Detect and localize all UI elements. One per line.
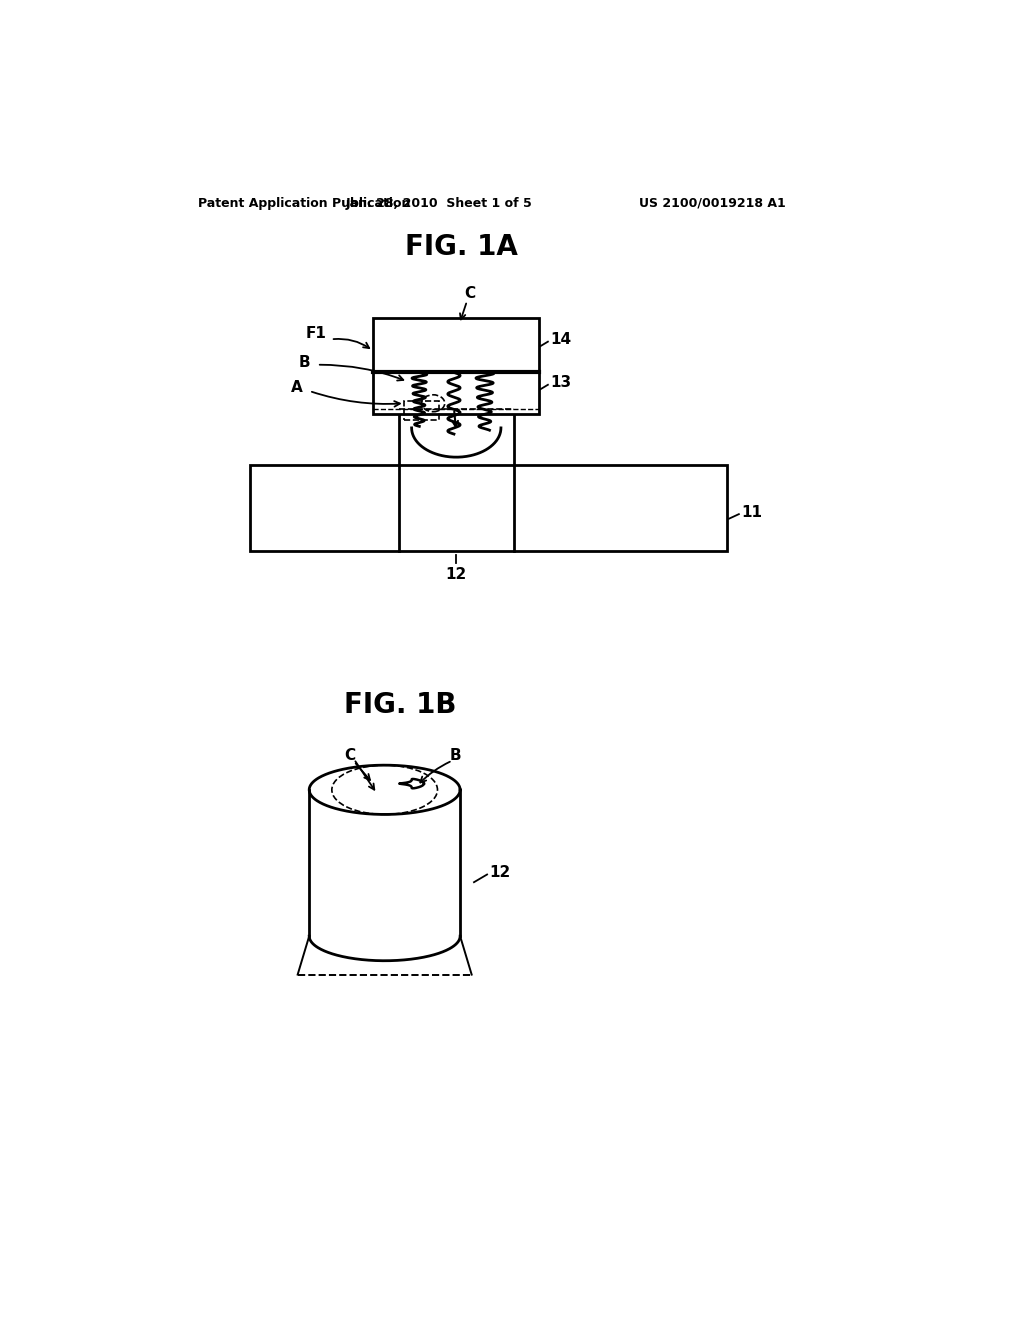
Text: Jan. 28, 2010  Sheet 1 of 5: Jan. 28, 2010 Sheet 1 of 5 (345, 197, 531, 210)
Text: FIG. 1B: FIG. 1B (344, 692, 457, 719)
Text: 12: 12 (489, 866, 511, 880)
Text: F1: F1 (306, 326, 327, 342)
Bar (250, 465, 727, 552)
Text: A: A (291, 380, 302, 396)
Text: FIG. 1A: FIG. 1A (406, 232, 518, 261)
Bar (403, 401, 438, 420)
Text: Patent Application Publication: Patent Application Publication (199, 197, 411, 210)
Text: B: B (298, 355, 310, 370)
Text: C: C (344, 747, 355, 763)
Text: US 2100/0019218 A1: US 2100/0019218 A1 (639, 197, 785, 210)
Text: B: B (451, 747, 462, 763)
Bar (373, 318, 539, 372)
Text: 12: 12 (445, 566, 467, 582)
Bar (373, 372, 539, 414)
Text: 13: 13 (550, 375, 571, 389)
Text: 11: 11 (741, 506, 762, 520)
Text: 14: 14 (550, 331, 571, 347)
Text: C: C (464, 285, 475, 301)
